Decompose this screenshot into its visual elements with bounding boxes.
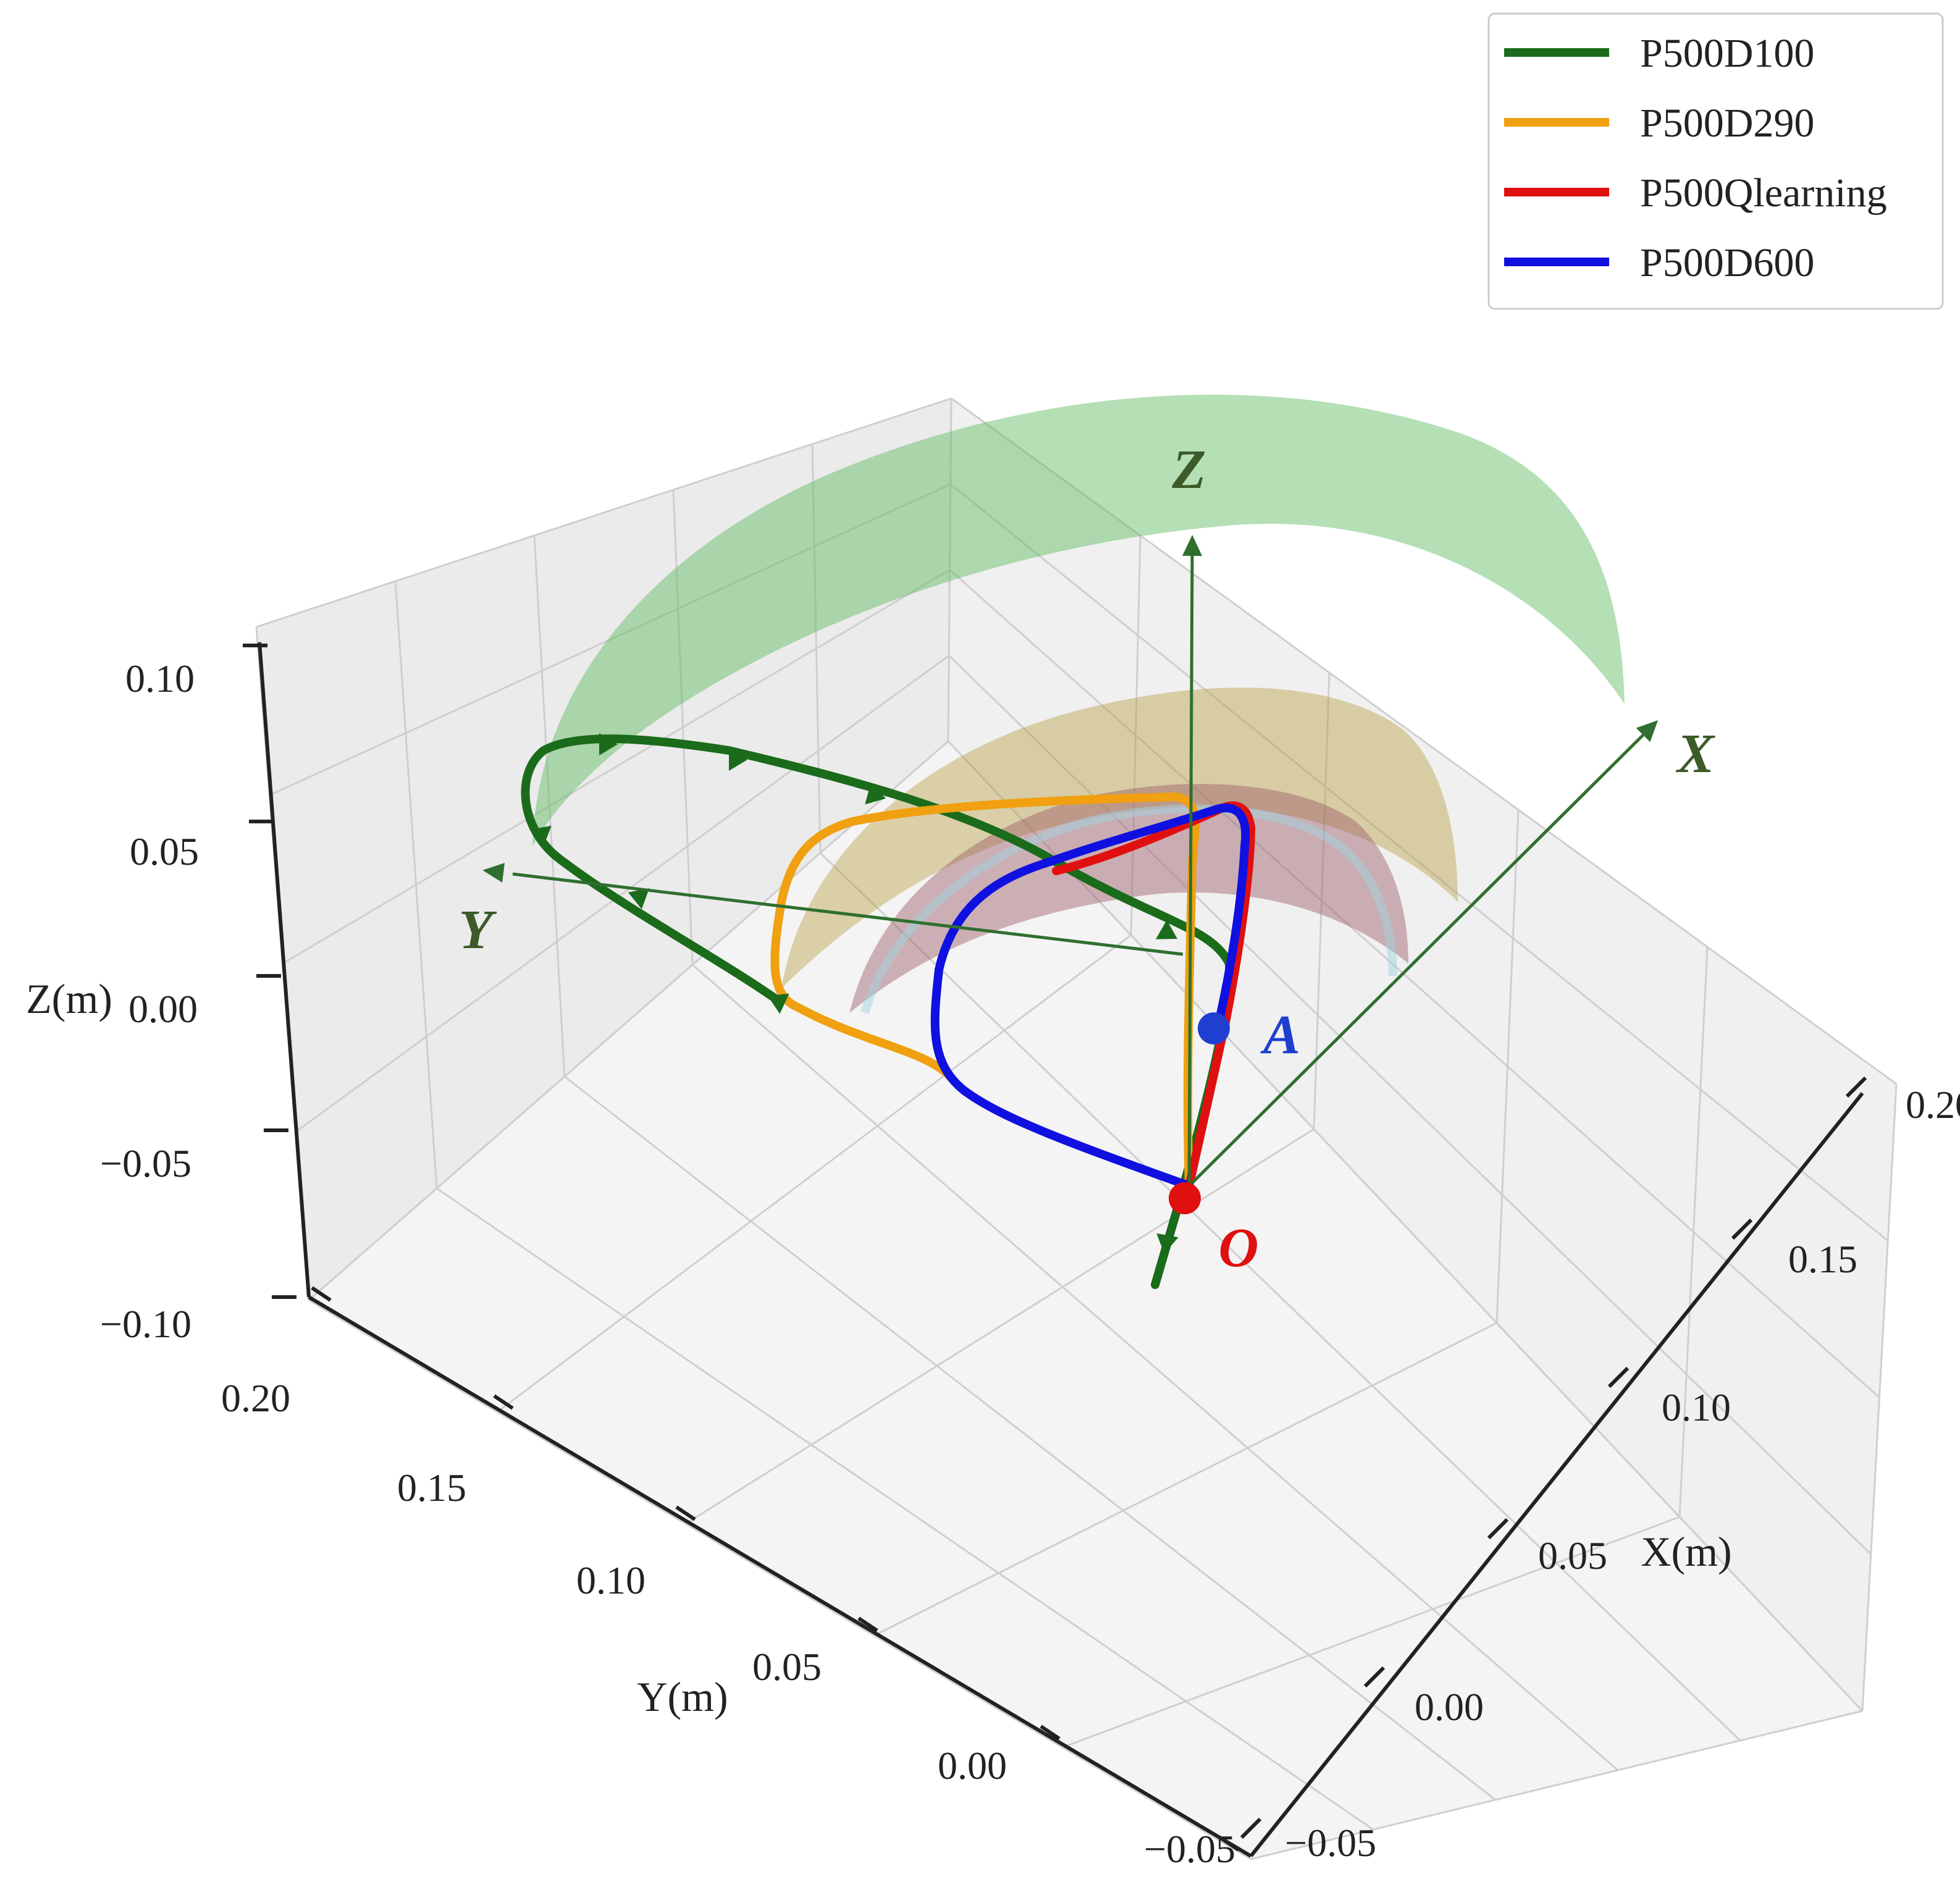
x-tick-label: 0.05 (1538, 1534, 1607, 1577)
tick-labels: −0.10 −0.05 0.00 0.05 0.10 −0.05 0.00 0.05 0.10 0… (100, 644, 1960, 1871)
y-tick (857, 1616, 878, 1632)
trajectory-2 (1052, 801, 1255, 1190)
grid-wall-z (295, 655, 950, 1133)
grid-floor-y (308, 1299, 1251, 1860)
y-tick-label: 0.20 (221, 1376, 290, 1420)
grid-floor-x (1062, 1516, 1680, 1749)
annotation-o: O (1219, 1217, 1259, 1279)
grid-floor-x (497, 934, 1132, 1413)
y-tick-label: 0.10 (576, 1558, 646, 1602)
y-axis-label: Y(m) (637, 1673, 728, 1720)
x-tick (1731, 1218, 1753, 1240)
grid-floor-y (819, 852, 1741, 1742)
x-axis-label: X(m) (1641, 1528, 1731, 1575)
z-axis-arrow-head (1182, 535, 1202, 557)
y-tick (493, 1394, 514, 1410)
grid-lines (255, 397, 1898, 1860)
direction-arrow (599, 733, 618, 755)
surface-2 (849, 784, 1408, 1013)
y-tick-label: 0.05 (752, 1645, 822, 1689)
y-tick (1040, 1724, 1061, 1741)
annotation-y: Y (459, 899, 497, 960)
z-tick-label: −0.10 (100, 1302, 191, 1346)
grid-floor-x (873, 1322, 1497, 1637)
point-a (1198, 1012, 1230, 1044)
y-tick (311, 1286, 332, 1302)
x-axis-line (1249, 1092, 1864, 1857)
x-tick (1240, 1817, 1262, 1839)
trajectory-3 (930, 804, 1250, 1190)
direction-arrow (1156, 1233, 1179, 1254)
grid-wall-z (282, 569, 951, 965)
direction-arrow (1156, 920, 1177, 939)
axis-lines (258, 535, 1864, 1858)
x-tick (1845, 1076, 1867, 1098)
z-tick-label: −0.05 (100, 1141, 191, 1185)
direction-arrow (729, 749, 747, 771)
z-tick-label: 0.00 (128, 987, 198, 1031)
x-tick (1363, 1666, 1386, 1688)
grid-wall-z (308, 740, 949, 1301)
grid-wall-z (949, 569, 1880, 1398)
grid-wall-z (269, 483, 951, 796)
legend-label-0: P500D100 (1640, 31, 1814, 76)
back-wall-yz (256, 398, 951, 1300)
annotation-a: A (1260, 1004, 1300, 1065)
grid-floor-y (436, 1187, 1374, 1831)
grid-floor-y (692, 964, 1618, 1771)
grid-wall-z (949, 483, 1889, 1241)
y-axis-arrow (512, 872, 1184, 956)
x-tick-label: 0.20 (1906, 1083, 1960, 1127)
grid-wall-z (948, 655, 1872, 1555)
z-axis-arrow (1187, 555, 1194, 1187)
surface-1 (781, 687, 1458, 988)
x-tick-label: 0.00 (1415, 1685, 1484, 1729)
legend-label-3: P500D600 (1640, 240, 1814, 285)
legend-label-1: P500D290 (1640, 101, 1814, 146)
x-axis-arrow-head (1636, 720, 1659, 742)
annotation-x: X (1675, 723, 1715, 784)
direction-arrow (529, 825, 552, 846)
y-tick (1219, 1836, 1240, 1852)
x-tick-label: 0.10 (1662, 1385, 1731, 1429)
x-tick-label: 0.15 (1788, 1237, 1857, 1281)
legend-box (1487, 12, 1944, 310)
direction-arrow (865, 783, 886, 805)
y-tick-label: 0.15 (397, 1466, 466, 1510)
grid-wall-z (951, 397, 1897, 1085)
grid-floor-x (1250, 1710, 1863, 1860)
y-tick-label: −0.05 (1144, 1827, 1235, 1871)
grid-floor-y (564, 1075, 1496, 1801)
legend: P500D100 P500D290 P500Qlearning P500D600 (1487, 12, 1944, 310)
grid-wall-z (256, 397, 952, 628)
point-o (1169, 1182, 1201, 1214)
grid-floor-x (685, 1128, 1314, 1525)
direction-arrow (767, 993, 789, 1014)
annotation-z: Z (1172, 439, 1206, 500)
y-tick-label: 0.00 (938, 1744, 1007, 1787)
axes-panes (256, 398, 1896, 1859)
y-tick (675, 1505, 696, 1521)
y-axis-line (308, 1295, 1252, 1858)
x-axis-arrow (1188, 734, 1644, 1187)
y-axis-arrow-head (482, 863, 505, 883)
back-wall-xz (948, 398, 1896, 1711)
surface-0 (532, 395, 1625, 846)
legend-label-2: P500Qlearning (1640, 170, 1887, 216)
x-tick-label: −0.05 (1285, 1821, 1376, 1865)
z-tick-label: 0.05 (130, 830, 199, 873)
z-axis-label: Z(m) (26, 975, 112, 1022)
series-lines (521, 733, 1255, 1289)
direction-arrow (628, 888, 650, 909)
z-tick-label: 0.10 (125, 657, 195, 700)
x-tick (1607, 1366, 1630, 1388)
z-axis-line (258, 642, 311, 1298)
grid-wall-z (947, 740, 1864, 1712)
x-tick (1487, 1518, 1509, 1540)
